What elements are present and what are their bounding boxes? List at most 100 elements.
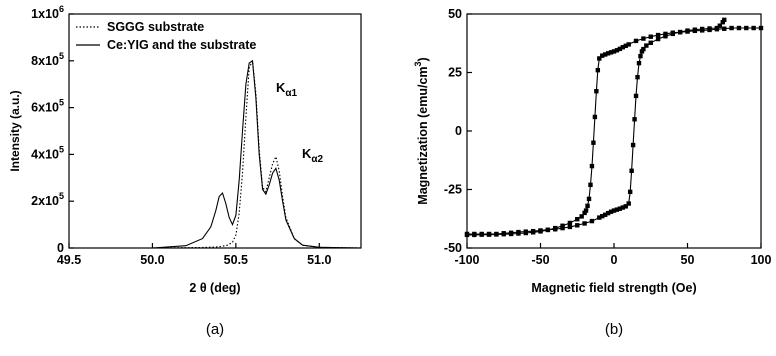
data-point [589,218,595,224]
data-point [611,208,617,213]
data-point [707,26,712,31]
panel-b-caption: (b) [605,321,623,338]
x-tick-label: 51.0 [307,253,331,267]
y-tick-label: 6x105 [31,98,64,115]
panel-a-x-axis-label: 2 θ (deg) [189,281,240,295]
y-tick-label: 0 [455,124,462,138]
x-tick-label: 49.5 [57,253,81,267]
data-point [751,25,756,31]
data-point [626,42,631,47]
data-point [677,29,683,35]
data-point [614,48,620,53]
data-point [560,225,565,231]
annotation-k-alpha-2: Kα2 [302,146,324,165]
panel-b-y-ticks: -50 -25 0 25 50 [444,7,472,255]
data-point [620,45,626,50]
data-point [648,40,653,45]
series-line-1 [69,59,362,249]
data-point [486,231,492,237]
y-tick-label: 1x106 [31,4,64,21]
legend-label-ceyig: Ce:YIG and the substrate [107,38,256,52]
y-tick-label: 50 [448,7,462,21]
y-tick-label: -25 [444,183,462,197]
data-point [575,223,580,228]
data-point [582,221,587,226]
data-point [655,36,661,42]
data-point [630,142,636,148]
legend-label-substrate: SGGG substrate [107,20,204,34]
x-tick-label: 50.5 [224,253,248,267]
data-point [717,23,723,28]
data-point [758,25,764,31]
data-point [472,231,477,237]
panel-a-series [69,58,362,249]
y-tick-label: 4x105 [31,144,64,161]
data-point [538,228,543,233]
data-point [627,189,633,195]
data-point [635,74,640,80]
data-point [722,17,727,23]
data-point [583,208,589,213]
annotation-k-alpha-1: Kα1 [276,80,298,99]
data-point [479,231,484,237]
data-point [602,212,608,217]
data-point [611,49,617,54]
data-point [692,27,698,32]
panel-b-y-axis-label: Magnetization (emu/cm3) [413,57,430,204]
data-point [508,230,514,235]
data-point [595,67,601,73]
x-tick-label: 0 [611,253,618,267]
data-point [608,209,614,214]
data-point [641,36,646,41]
data-point [579,214,584,219]
data-point [553,227,558,232]
data-point [644,43,649,48]
data-point [623,43,628,49]
data-point [720,19,725,25]
data-point [605,51,611,56]
data-point [629,168,634,173]
data-point [592,114,598,120]
data-point [722,26,727,31]
panel-b-x-ticks: -100 -50 0 50 100 [454,243,771,267]
y-tick-label: 0 [57,241,64,255]
panel-b-plot-frame [466,13,762,249]
panel-a-y-ticks: 0 2x105 4x105 6x105 8x105 1x106 [31,4,74,255]
data-point [575,217,580,222]
x-tick-label: 50.0 [140,253,164,267]
y-tick-label: 8x105 [31,51,64,68]
panel-b-series [464,17,764,238]
data-point [736,25,742,31]
data-point [648,34,653,39]
data-point [655,32,661,38]
data-point [586,196,592,202]
x-tick-label: 100 [751,253,772,267]
data-point [729,25,734,31]
y-tick-label: 25 [448,66,462,80]
data-point [567,224,573,230]
panel-a-caption: (a) [206,321,224,338]
data-point [597,56,602,61]
data-point [639,49,645,54]
data-point [632,117,637,122]
data-point [567,220,573,226]
data-point [636,60,642,66]
data-point [597,215,602,220]
series-line-0 [467,27,761,236]
data-point [585,203,590,209]
data-point [501,231,506,236]
panel-a-plot-frame [68,13,362,249]
data-point [623,204,628,209]
data-point [464,231,470,237]
x-tick-label: -100 [454,253,479,267]
data-point [663,34,668,39]
panel-a-intensity-chart: 49.5 50.0 50.5 51.0 0 2x105 4x105 6x105 8x105 1x… [8,4,362,338]
data-point [523,229,528,234]
data-point [663,31,668,37]
data-point [588,182,593,188]
data-point [608,50,614,55]
data-point [633,93,639,99]
panel-a-legend: SGGG substrate Ce:YIG and the substrate [76,20,256,52]
data-point [602,52,608,57]
data-point [516,229,521,235]
